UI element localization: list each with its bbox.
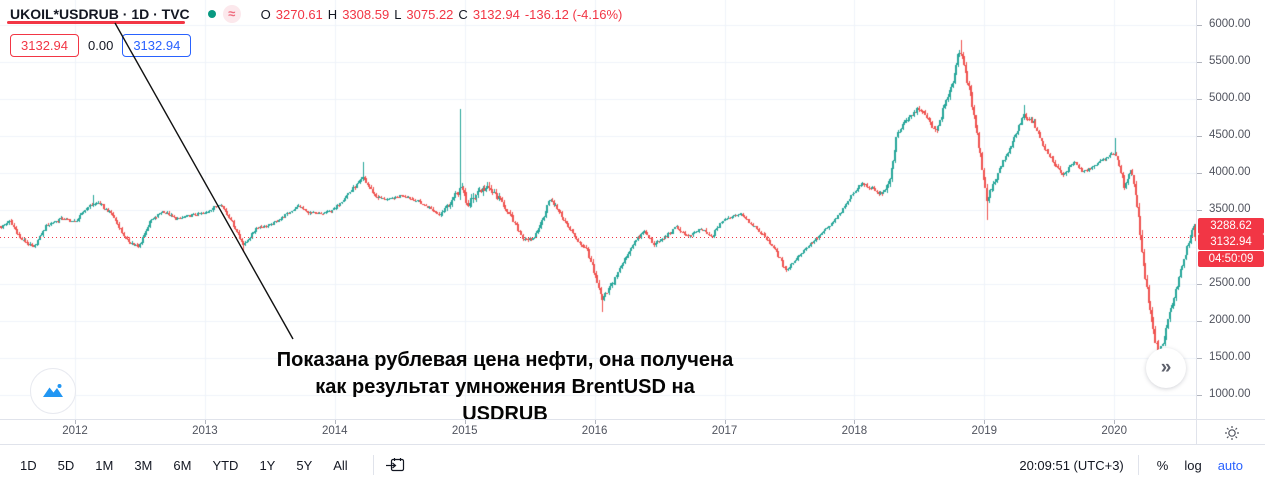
toolbar-divider [1137, 455, 1139, 475]
price-tick-dash [1197, 283, 1202, 285]
symbol-title[interactable]: UKOIL*USDRUB · 1D · TVC [10, 6, 190, 22]
price-tick-dash [1197, 394, 1202, 396]
tradingview-logo-button[interactable] [30, 368, 76, 414]
price-box-red[interactable]: 3132.94 [10, 34, 79, 57]
price-tick-dash [1197, 61, 1202, 63]
time-tick-label-2014: 2014 [322, 425, 348, 437]
time-tick-dash [725, 420, 726, 424]
go-to-realtime-button[interactable]: » [1146, 348, 1186, 388]
double-chevron-right-icon: » [1160, 357, 1172, 378]
annotation-text-drawing[interactable]: Показана рублевая цена нефти, она получе… [270, 347, 740, 428]
close-value: 3132.94 [472, 6, 520, 22]
range-button-1y[interactable]: 1Y [259, 457, 276, 473]
price-tick-label: 1000.00 [1209, 388, 1251, 400]
price-tick-label: 2500.00 [1209, 277, 1251, 289]
price-box-middle-value: 0.00 [88, 38, 114, 53]
price-tick-dash [1197, 357, 1202, 359]
time-tick-label-2018: 2018 [841, 425, 868, 437]
price-tick-label: 3500.00 [1209, 203, 1251, 215]
time-tick-dash [335, 420, 336, 424]
price-tick-label: 6000.00 [1209, 18, 1251, 30]
calendar-arrow-icon [385, 458, 404, 472]
toolbar-divider [372, 455, 374, 475]
log-scale-button[interactable]: log [1184, 457, 1202, 473]
high-label: H [327, 6, 338, 22]
price-tick-dash [1197, 172, 1202, 174]
close-label: C [458, 6, 468, 22]
time-tick-label-2013: 2013 [192, 425, 218, 437]
red-marker-underline[interactable] [7, 21, 185, 24]
high-value: 3308.59 [342, 6, 390, 22]
annotation-line-1: Показана рублевая цена нефти, она получе… [276, 349, 734, 371]
gear-icon [1224, 425, 1239, 440]
price-tick-label: 5500.00 [1209, 55, 1251, 67]
range-button-5d[interactable]: 5D [57, 457, 75, 473]
price-tick-label: 5000.00 [1209, 92, 1251, 104]
time-tick-dash [595, 420, 596, 424]
time-tick-dash [854, 420, 855, 424]
open-label: O [260, 6, 271, 22]
change-value: -136.12 (-4.16%) [524, 6, 623, 22]
tradingview-logo-icon [43, 384, 63, 397]
price-tick-label: 1500.00 [1209, 351, 1251, 363]
price-tick-dash [1197, 209, 1202, 211]
approx-data-badge-icon[interactable]: ≈ [222, 5, 241, 23]
range-button-6m[interactable]: 6M [173, 457, 192, 473]
auto-scale-button[interactable]: auto [1217, 457, 1243, 473]
time-tick-dash [205, 420, 206, 424]
price-tick-label: 4000.00 [1209, 166, 1251, 178]
low-value: 3075.22 [406, 6, 454, 22]
time-tick-label-2017: 2017 [711, 425, 738, 437]
open-value: 3270.61 [275, 6, 323, 22]
time-tick-dash [465, 420, 466, 424]
session-clock[interactable]: 20:09:51 (UTC+3) [1019, 457, 1124, 473]
time-tick-dash [1114, 420, 1115, 424]
range-button-ytd[interactable]: YTD [212, 457, 239, 473]
market-status-dot-icon[interactable] [207, 10, 216, 18]
time-tick-label-2019: 2019 [971, 425, 998, 437]
price-tick-label: 4500.00 [1209, 129, 1251, 141]
price-axis[interactable]: 3288.62 3132.94 04:50:09 6000.00 5500.00 5… [1196, 0, 1265, 419]
go-to-date-button[interactable] [384, 455, 407, 475]
bar-countdown-label: 04:50:09 [1198, 251, 1264, 267]
time-tick-label-2015: 2015 [451, 425, 478, 437]
last-close-price-label: 3288.62 [1198, 217, 1264, 234]
range-button-5y[interactable]: 5Y [296, 457, 313, 473]
time-tick-label-2016: 2016 [581, 425, 608, 437]
time-tick-dash [984, 420, 985, 424]
time-tick-label-2012: 2012 [62, 425, 88, 437]
price-tick-dash [1197, 24, 1202, 26]
percent-scale-button[interactable]: % [1156, 457, 1169, 473]
price-tick-dash [1197, 135, 1202, 137]
axis-settings-corner[interactable] [1196, 419, 1265, 445]
range-button-1m[interactable]: 1M [95, 457, 114, 473]
range-button-1d[interactable]: 1D [20, 457, 37, 473]
current-price-label: 3132.94 [1198, 233, 1264, 250]
time-tick-dash [75, 420, 76, 424]
current-price-dotted-line [0, 237, 1196, 238]
time-axis[interactable]: 2012 2013 2014 2015 2016 2017 2018 2019 2020 [0, 419, 1196, 445]
bottom-toolbar: 1D 5D 1M 3M 6M YTD 1Y 5Y All 20:09:51 (U… [0, 444, 1265, 485]
price-tick-dash [1197, 320, 1202, 322]
range-button-3m[interactable]: 3M [134, 457, 153, 473]
time-tick-label-2020: 2020 [1101, 425, 1127, 437]
chart-legend: UKOIL*USDRUB · 1D · TVC ≈ O 3270.61 H 3308… [7, 5, 623, 57]
low-label: L [394, 6, 402, 22]
range-button-all[interactable]: All [333, 457, 348, 473]
price-tick-dash [1197, 98, 1202, 100]
ohlc-values: O 3270.61 H 3308.59 L 3075.22 C 3132.94 -136… [261, 7, 623, 22]
price-tick-label: 2000.00 [1209, 314, 1251, 326]
price-box-blue[interactable]: 3132.94 [122, 34, 192, 57]
